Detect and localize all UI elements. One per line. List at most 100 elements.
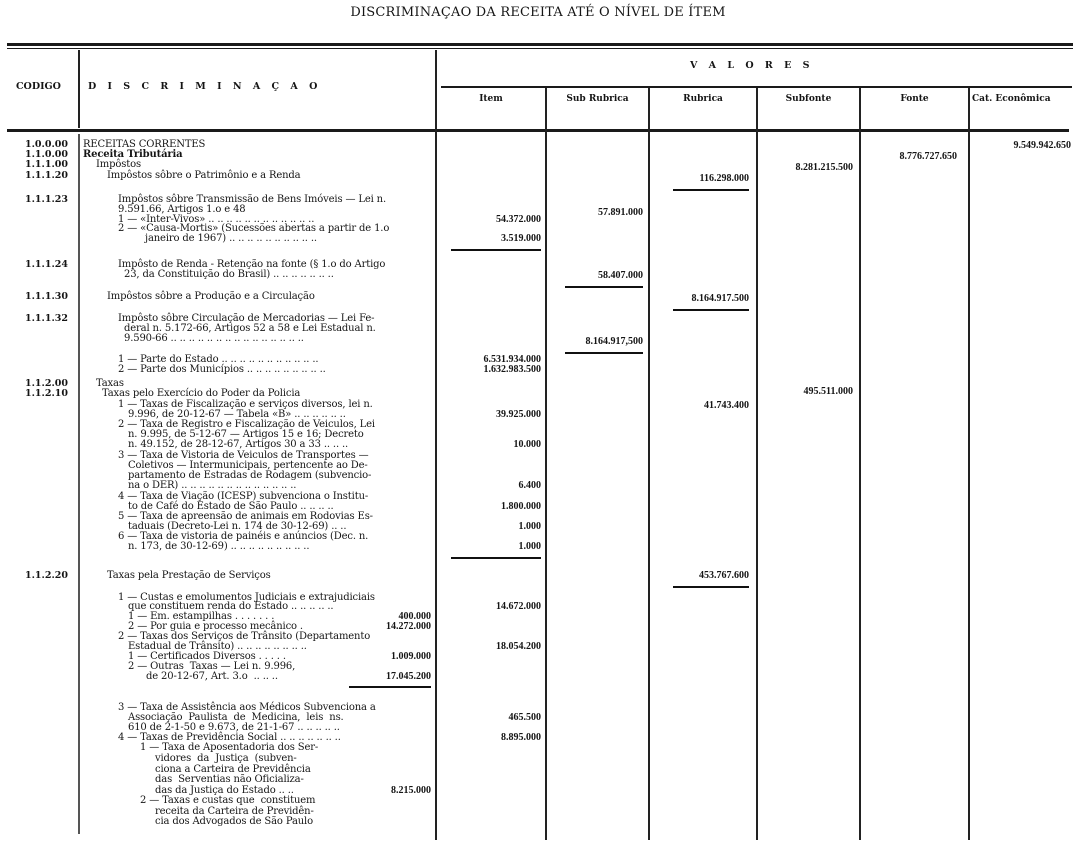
row-code: 1.1.1.24: [25, 259, 68, 270]
row-description: que constituem renda do Estado .. .. .. …: [128, 601, 334, 612]
row-description: Impôsto sôbre Circulação de Mercadorias …: [118, 313, 375, 324]
header-discriminacao: D I S C R I M I N A Ç A O: [88, 81, 322, 92]
row-description: 2 — «Causa-Mortis» (Sucessões abertas a …: [118, 223, 390, 234]
row-description: Impôstos sôbre Transmissão de Bens Imóve…: [118, 194, 386, 205]
value-item: 1.800.000: [501, 501, 541, 512]
row-description: de 20-12-67, Art. 3.o .. .. ..: [146, 671, 278, 682]
row-code: 1.0.0.00: [25, 139, 68, 150]
divider-discriminacao: [435, 50, 437, 840]
header-valores: V A L O R E S: [690, 60, 814, 71]
header-codigo: CODIGO: [16, 81, 61, 92]
value-item: 1.000: [518, 521, 542, 532]
inline-amount: 8.215.000: [391, 785, 431, 796]
divider-sub-rubrica: [648, 88, 650, 840]
row-description: RECEITAS CORRENTES: [83, 139, 206, 150]
valores-rule: [441, 86, 1072, 88]
total-underline: [673, 189, 749, 191]
row-description: n. 49.152, de 28-12-67, Artigos 30 a 33 …: [128, 439, 349, 450]
row-description: receita da Carteira de Previdên-: [155, 806, 314, 817]
value-item: 39.925.000: [496, 409, 541, 420]
page-title: DISCRIMINAÇAO DA RECEITA ATÉ O NÍVEL DE …: [350, 5, 726, 20]
row-description: vidores da Justiça (subven-: [155, 753, 297, 764]
column-header-item: Item: [479, 94, 503, 104]
row-description: Associação Paulista de Medicina, leis ns…: [128, 712, 344, 723]
row-description: 2 — Por guia e processo mecânico .: [128, 621, 303, 632]
row-description: 1 — «Inter-Vivos» .. .. .. .. .. .. .. .…: [118, 214, 315, 225]
value-item: 18.054.200: [496, 641, 541, 652]
row-description: taduais (Decreto-Lei n. 174 de 30-12-69)…: [128, 521, 347, 532]
row-description: cia dos Advogados de São Paulo: [155, 816, 313, 827]
top-rule-thin: [7, 48, 1073, 49]
row-code: 1.1.0.00: [25, 149, 68, 160]
row-description: 9.996, de 20-12-67 — Tabela «B» .. .. ..…: [128, 409, 346, 420]
total-underline: [451, 249, 541, 251]
row-description: deral n. 5.172-66, Artigos 52 a 58 e Lei…: [124, 323, 376, 334]
row-description: 1 — Parte do Estado .. .. .. .. .. .. ..…: [118, 354, 319, 365]
inline-amount: 17.045.200: [386, 671, 431, 682]
row-description: 1 — Custas e emolumentos Judiciais e ext…: [118, 592, 375, 603]
value-rubrica: 8.164.917.500: [691, 293, 750, 304]
value-fonte: 8.776.727.650: [899, 151, 958, 162]
top-rule: [7, 43, 1073, 46]
value-item: 6.531.934.000: [483, 354, 542, 365]
row-description: to de Café do Estado de São Paulo .. .. …: [128, 501, 334, 512]
row-description: 2 — Outras Taxas — Lei n. 9.996,: [128, 661, 296, 672]
row-description: 5 — Taxa de apreensão de animais em Rodo…: [118, 511, 373, 522]
value-item: 14.672.000: [496, 601, 541, 612]
value-item: 3.519.000: [501, 233, 541, 244]
row-description: 2 — Taxa de Registro e Fiscalização de V…: [118, 419, 375, 430]
total-underline: [451, 557, 541, 559]
total-underline: [349, 686, 431, 688]
value-sub-rubrica: 57.891.000: [598, 207, 643, 218]
row-description: 2 — Parte dos Municípios .. .. .. .. .. …: [118, 364, 326, 375]
row-description: na o DER) .. .. .. .. .. .. .. .. .. .. …: [128, 480, 297, 491]
row-description: 1 — Certificados Diversos . . . . .: [128, 651, 286, 662]
divider-item: [545, 88, 547, 840]
value-item: 10.000: [513, 439, 542, 450]
value-rubrica: 41.743.400: [704, 400, 749, 411]
row-description: 1 — Taxas de Fiscalização e serviços div…: [118, 399, 373, 410]
row-description: 4 — Taxas de Previdência Social .. .. ..…: [118, 732, 341, 743]
value-sub-rubrica: 58.407.000: [598, 270, 643, 281]
value-item: 6.400: [518, 480, 542, 491]
value-item: 1.000: [518, 541, 542, 552]
row-code: 1.1.2.20: [25, 570, 68, 581]
row-code: 1.1.1.23: [25, 194, 68, 205]
row-description: 1 — Taxa de Aposentadoria dos Ser-: [140, 742, 319, 753]
row-code: 1.1.1.30: [25, 291, 68, 302]
value-sub-rubrica: 8.164.917,500: [585, 336, 644, 347]
row-description: Impôstos sôbre o Patrimônio e a Renda: [107, 170, 301, 181]
row-description: das da Justiça do Estado .. ..: [155, 785, 294, 796]
inline-amount: 400.000: [398, 611, 432, 622]
row-description: das Serventias não Oficializa-: [155, 774, 304, 785]
row-description: Coletivos — Intermunicipais, pertencente…: [128, 460, 368, 471]
divider-codigo-header: [78, 50, 80, 128]
row-code: 1.1.1.00: [25, 159, 68, 170]
row-description: 4 — Taxa de Viação (ICESP) subvenciona o…: [118, 491, 369, 502]
total-underline: [673, 586, 749, 588]
row-description: Impôstos: [96, 159, 141, 170]
row-description: 9.591.66, Artigos 1.o e 48: [118, 204, 246, 215]
value-item: 54.372.000: [496, 214, 541, 225]
column-header-subfonte: Subfonte: [785, 94, 832, 104]
row-description: 2 — Taxas e custas que constituem: [140, 795, 316, 806]
row-code: 1.1.2.00: [25, 378, 68, 389]
row-code: 1.1.2.10: [25, 388, 68, 399]
value-item: 8.895.000: [501, 732, 541, 743]
column-header-sub-rubrica: Sub Rubrica: [566, 94, 629, 104]
value-item: 465.500: [508, 712, 542, 723]
row-description: partamento de Estradas de Rodagem (subve…: [128, 470, 372, 481]
row-description: 23, da Constituição do Brasil) .. .. .. …: [124, 269, 334, 280]
row-description: n. 173, de 30-12-69) .. .. .. .. .. .. .…: [128, 541, 310, 552]
column-header-fonte: Fonte: [900, 94, 929, 104]
row-description: janeiro de 1967) .. .. .. .. .. .. .. ..…: [145, 233, 317, 244]
value-rubrica: 116.298.000: [699, 173, 749, 184]
row-description: Impôsto de Renda - Retenção na fonte (§ …: [118, 259, 386, 270]
column-header-cat-economica: Cat. Econômica: [972, 94, 1051, 104]
row-code: 1.1.1.32: [25, 313, 68, 324]
value-cat-econ-mica: 9.549.942.650: [1013, 140, 1072, 151]
row-description: 1 — Em. estampilhas . . . . . . .: [128, 611, 275, 622]
row-description: 9.590-66 .. .. .. .. .. .. .. .. .. .. .…: [124, 333, 304, 344]
divider-fonte: [968, 88, 970, 840]
row-description: 610 de 2-1-50 e 9.673, de 21-1-67 .. .. …: [128, 722, 340, 733]
